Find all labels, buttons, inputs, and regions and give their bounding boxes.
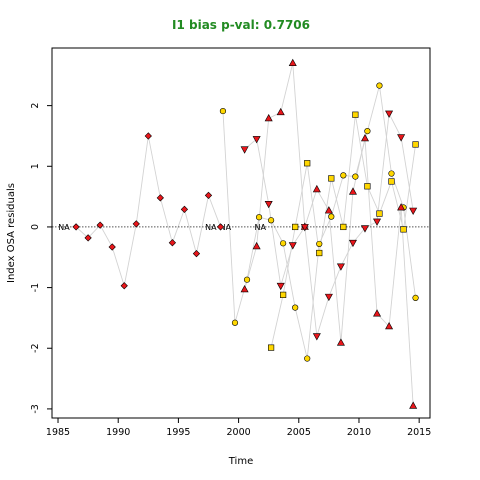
data-point-diamond bbox=[120, 282, 128, 290]
data-point-triangle-down bbox=[385, 110, 394, 118]
data-point-circle bbox=[280, 240, 287, 247]
data-point-square bbox=[376, 210, 383, 217]
x-tick-label: 1990 bbox=[106, 427, 130, 438]
y-tick-label: -2 bbox=[30, 344, 41, 353]
data-point-triangle-down bbox=[360, 225, 370, 233]
data-point-diamond bbox=[144, 132, 152, 140]
data-point-triangle-down bbox=[276, 282, 285, 291]
data-point-circle bbox=[328, 213, 335, 220]
data-point-triangle-up bbox=[252, 241, 261, 250]
data-point-square bbox=[316, 249, 323, 257]
data-point-circle bbox=[340, 172, 347, 179]
data-point-circle bbox=[219, 107, 227, 115]
data-point-triangle-up bbox=[264, 113, 273, 122]
data-point-triangle-down bbox=[373, 218, 382, 226]
data-point-diamond bbox=[216, 223, 225, 231]
data-point-square bbox=[280, 291, 287, 298]
plot-frame bbox=[51, 47, 431, 419]
data-point-diamond bbox=[108, 243, 116, 251]
data-points bbox=[72, 58, 419, 409]
data-point-circle bbox=[231, 319, 239, 326]
data-point-square bbox=[364, 183, 371, 190]
x-tick-label: 2000 bbox=[226, 427, 250, 438]
data-point-triangle-down bbox=[397, 134, 406, 142]
data-point-diamond bbox=[96, 221, 104, 229]
x-tick-label: 2010 bbox=[347, 427, 371, 438]
data-point-triangle-up bbox=[324, 206, 333, 214]
data-point-triangle-up bbox=[336, 338, 345, 346]
na-label: NA bbox=[58, 223, 70, 232]
data-point-diamond bbox=[180, 205, 189, 213]
x-tick-label: 1985 bbox=[46, 427, 70, 438]
x-tick-label: 2015 bbox=[407, 427, 431, 438]
y-tick-label: -3 bbox=[30, 404, 41, 413]
data-point-triangle-down bbox=[324, 293, 333, 302]
data-point-diamond bbox=[204, 191, 213, 200]
chart-title: I1 bias p-val: 0.7706 bbox=[172, 18, 310, 32]
x-tick-label: 1995 bbox=[166, 427, 190, 438]
data-point-circle bbox=[376, 82, 383, 89]
y-axis: -3 -2 -1 0 1 2 bbox=[30, 103, 52, 414]
data-point-triangle-up bbox=[312, 184, 321, 193]
x-axis-label: Time bbox=[228, 456, 253, 467]
data-point-square bbox=[352, 111, 359, 118]
na-label: NA bbox=[205, 223, 217, 232]
data-point-triangle-up bbox=[348, 187, 357, 195]
data-point-circle bbox=[243, 276, 251, 283]
data-point-triangle-down bbox=[240, 146, 249, 154]
x-axis: 1985 1990 1995 2000 2005 2010 2015 bbox=[46, 418, 431, 438]
data-point-triangle-up bbox=[276, 107, 285, 116]
na-label: NA bbox=[255, 223, 267, 232]
y-tick-label: -1 bbox=[30, 283, 41, 292]
data-point-triangle-up bbox=[409, 401, 418, 409]
data-point-diamond bbox=[168, 239, 177, 247]
data-point-square bbox=[328, 175, 335, 182]
data-point-square bbox=[412, 141, 419, 148]
data-point-triangle-up bbox=[360, 133, 370, 142]
data-point-square bbox=[388, 178, 395, 185]
y-axis-label: Index OSA residuals bbox=[6, 183, 17, 283]
data-point-circle bbox=[316, 240, 323, 248]
data-point-circle bbox=[267, 217, 275, 224]
data-point-triangle-up bbox=[288, 58, 297, 67]
data-point-triangle-up bbox=[385, 321, 394, 330]
data-point-triangle-up bbox=[373, 309, 382, 317]
data-point-triangle-down bbox=[409, 207, 418, 215]
data-point-circle bbox=[292, 304, 299, 311]
data-point-triangle-down bbox=[252, 136, 261, 144]
data-point-square bbox=[400, 226, 407, 233]
x-tick-label: 2005 bbox=[287, 427, 311, 438]
plot-area: NA NA NA NA bbox=[51, 47, 431, 419]
data-point-triangle-down bbox=[300, 224, 309, 232]
data-point-diamond bbox=[192, 249, 201, 258]
na-labels: NA NA NA NA bbox=[58, 223, 266, 232]
data-point-circle bbox=[364, 127, 371, 135]
y-tick-label: 0 bbox=[30, 224, 41, 230]
data-point-diamond bbox=[72, 223, 80, 231]
data-point-diamond bbox=[156, 194, 164, 202]
data-point-square bbox=[292, 223, 299, 231]
y-tick-label: 2 bbox=[30, 103, 41, 109]
data-point-diamond bbox=[84, 234, 92, 242]
data-point-triangle-up bbox=[240, 284, 249, 293]
data-point-circle bbox=[352, 173, 359, 180]
y-tick-label: 1 bbox=[30, 163, 41, 169]
data-point-triangle-down bbox=[348, 239, 357, 248]
data-point-triangle-up bbox=[397, 203, 406, 211]
data-point-triangle-down bbox=[312, 333, 321, 341]
data-point-circle bbox=[412, 294, 419, 302]
data-point-circle bbox=[388, 170, 395, 177]
data-point-circle bbox=[304, 355, 311, 362]
data-point-triangle-down bbox=[264, 201, 273, 209]
data-point-square bbox=[304, 160, 311, 167]
data-point-square bbox=[340, 223, 347, 231]
data-point-triangle-down bbox=[288, 242, 297, 250]
data-point-square bbox=[267, 344, 275, 351]
data-point-triangle-down bbox=[336, 263, 345, 271]
data-point-diamond bbox=[132, 220, 140, 228]
na-label: NA bbox=[220, 223, 232, 232]
data-point-circle bbox=[255, 214, 263, 221]
